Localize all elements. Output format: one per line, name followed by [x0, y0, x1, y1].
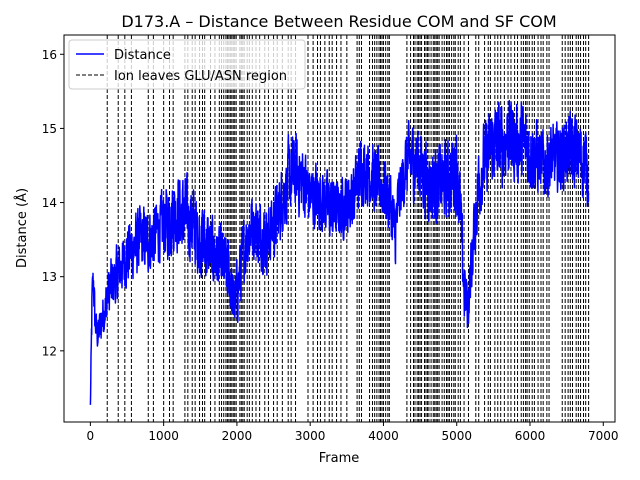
y-axis-label: Distance (Å) — [14, 188, 30, 268]
x-tick-label: 5000 — [441, 429, 472, 443]
legend-ion-label: Ion leaves GLU/ASN region — [114, 69, 287, 84]
legend-box — [68, 39, 306, 90]
y-tick-label: 12 — [42, 344, 57, 358]
y-tick-label: 13 — [42, 270, 57, 284]
plot-frame — [63, 34, 616, 423]
distance-series — [89, 99, 590, 405]
x-tick-label: 6000 — [515, 429, 546, 443]
x-tick-label: 4000 — [368, 429, 399, 443]
distance-line — [89, 99, 590, 405]
x-axis-label: Frame — [319, 451, 360, 466]
x-tick-label: 3000 — [295, 429, 326, 443]
x-tick-label: 2000 — [222, 429, 253, 443]
y-axis-ticks: 12 13 14 15 16 — [42, 48, 64, 358]
y-tick-label: 15 — [42, 122, 57, 136]
x-tick-label: 1000 — [148, 429, 179, 443]
chart-title: D173.A – Distance Between Residue COM an… — [121, 12, 556, 31]
y-tick-label: 16 — [42, 48, 57, 62]
legend: Distance Ion leaves GLU/ASN region — [68, 39, 306, 90]
x-tick-label: 7000 — [588, 429, 619, 443]
legend-distance-label: Distance — [114, 48, 171, 63]
y-tick-label: 14 — [42, 196, 57, 210]
x-axis-ticks: 0 1000 2000 3000 4000 5000 6000 7000 — [87, 422, 619, 443]
x-tick-label: 0 — [87, 429, 95, 443]
